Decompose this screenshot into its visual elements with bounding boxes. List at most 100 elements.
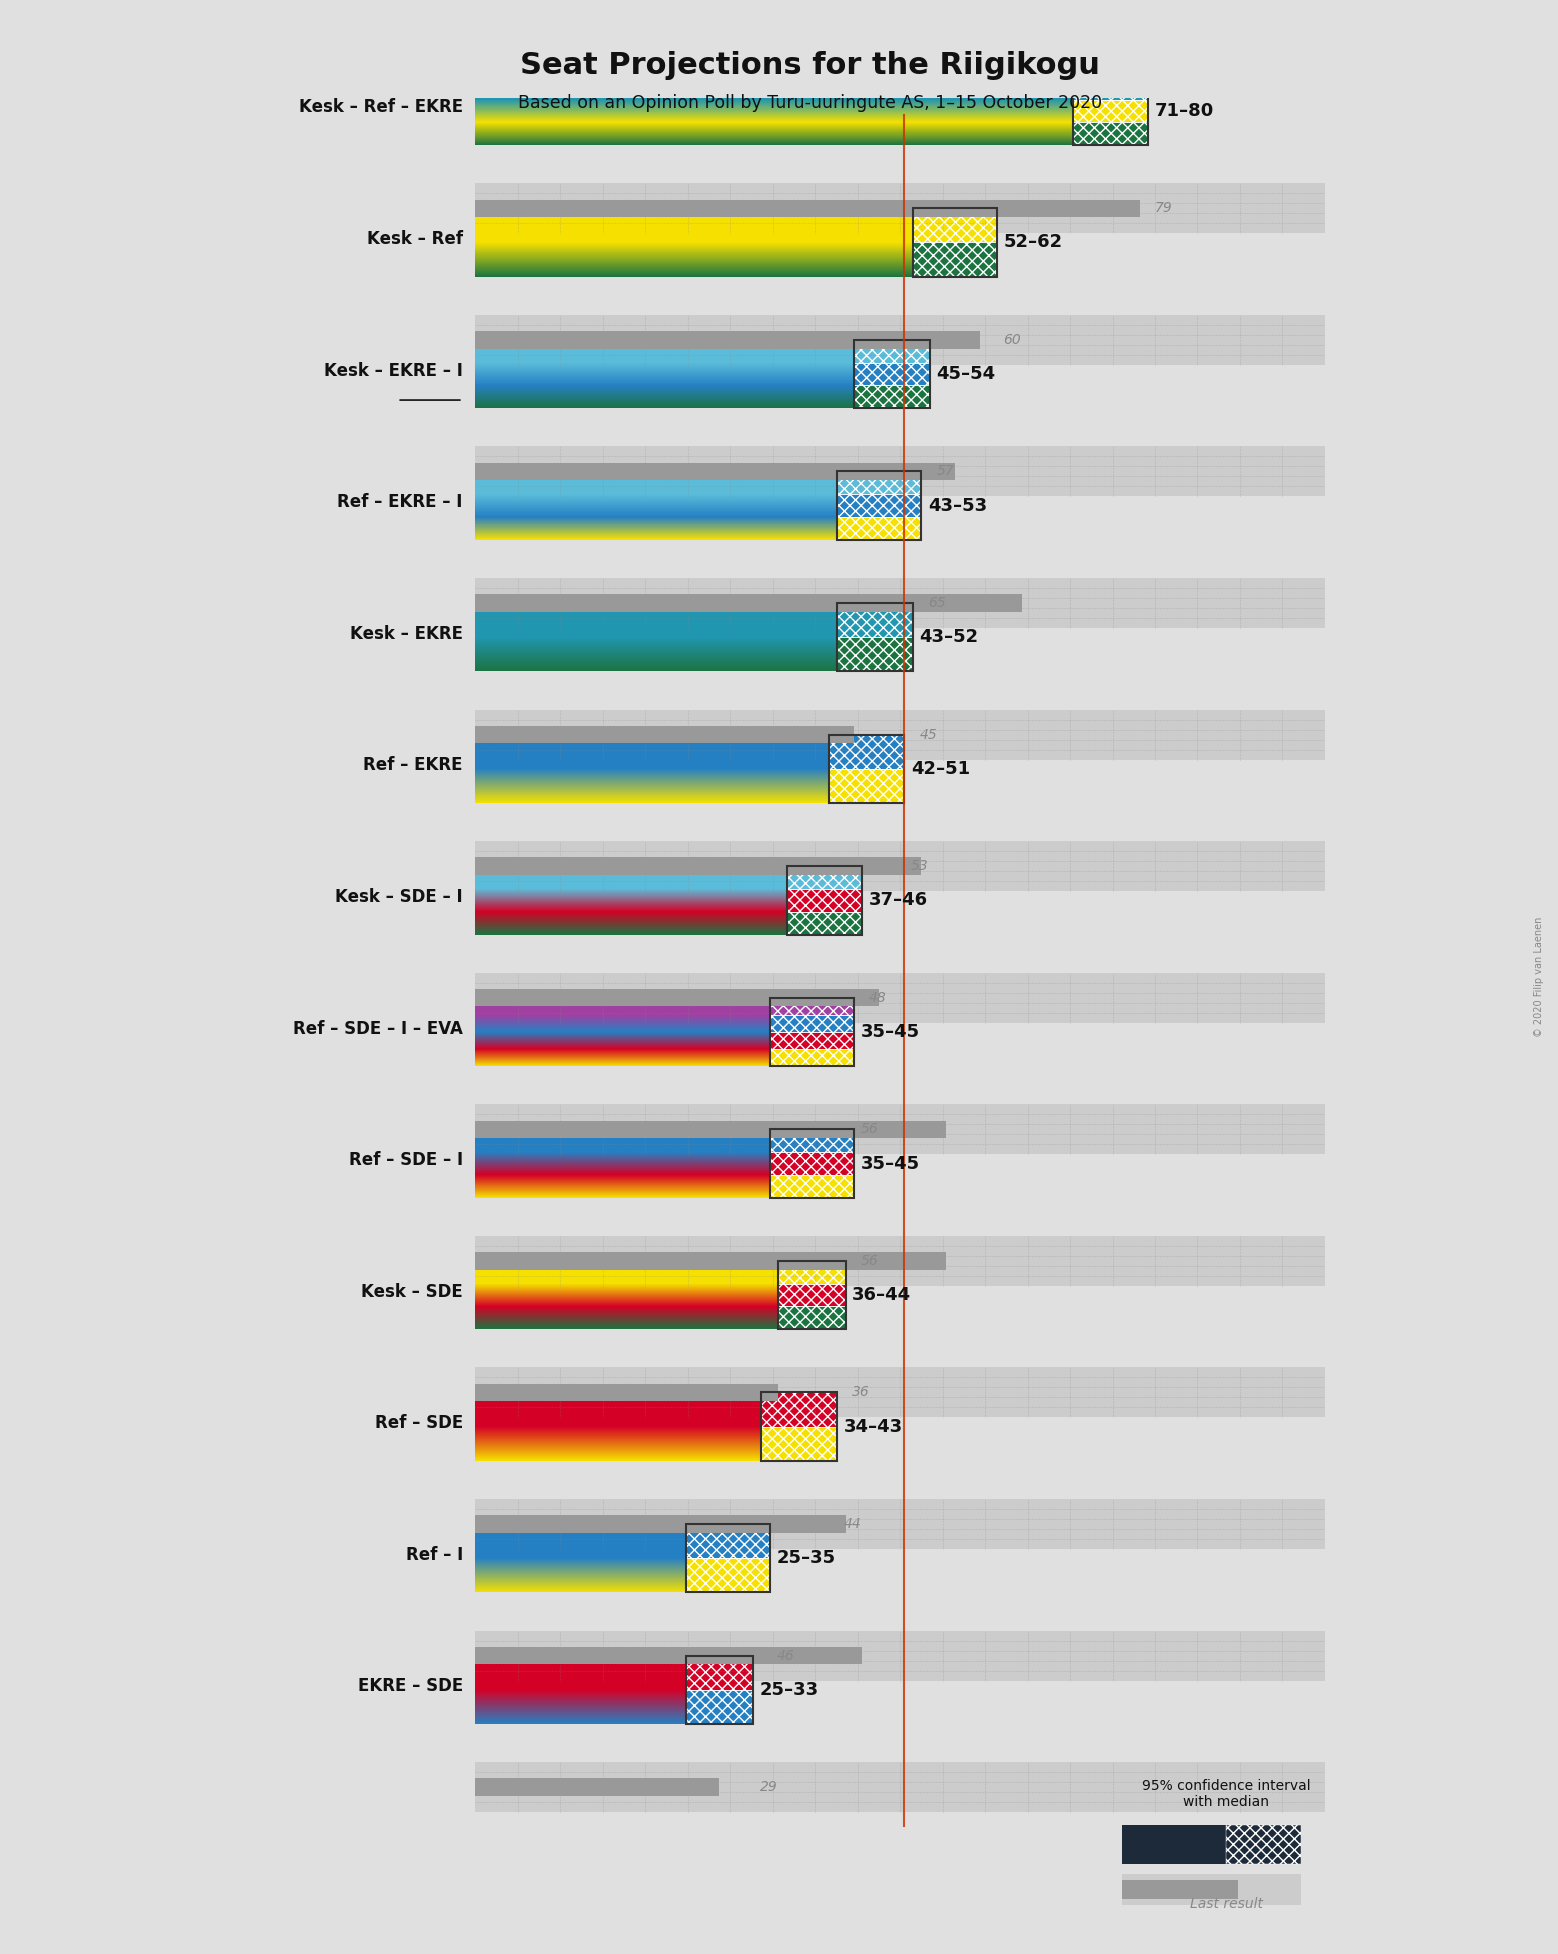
Text: 35–45: 35–45 bbox=[860, 1155, 919, 1172]
Bar bbox=[475, 1514, 846, 1532]
Text: 79: 79 bbox=[1154, 201, 1173, 215]
Text: Kesk – EKRE – I: Kesk – EKRE – I bbox=[324, 361, 463, 379]
Bar bbox=[779, 1260, 846, 1284]
Bar bbox=[686, 1655, 753, 1690]
Bar bbox=[837, 518, 921, 539]
Text: 57: 57 bbox=[936, 465, 953, 479]
Bar bbox=[779, 1307, 846, 1329]
Bar bbox=[475, 1104, 1324, 1155]
Text: 52–62: 52–62 bbox=[1003, 233, 1063, 252]
Text: 29: 29 bbox=[760, 1780, 777, 1794]
Bar bbox=[913, 242, 997, 277]
Text: © 2020 Filip van Laenen: © 2020 Filip van Laenen bbox=[1535, 916, 1544, 1038]
Bar bbox=[475, 1763, 1324, 1811]
Bar bbox=[686, 1655, 753, 1723]
Bar bbox=[475, 989, 879, 1006]
Bar bbox=[854, 385, 930, 408]
Text: 45–54: 45–54 bbox=[936, 365, 996, 383]
Text: 53: 53 bbox=[911, 860, 929, 873]
Text: 42–51: 42–51 bbox=[911, 760, 971, 778]
Bar bbox=[686, 1557, 770, 1593]
Bar bbox=[779, 1284, 846, 1307]
Bar bbox=[779, 1260, 846, 1329]
Text: Ref – EKRE: Ref – EKRE bbox=[363, 756, 463, 774]
Bar bbox=[829, 735, 904, 768]
Bar bbox=[787, 913, 862, 934]
Bar bbox=[475, 330, 980, 348]
Bar bbox=[854, 340, 930, 363]
Bar bbox=[686, 1557, 770, 1593]
Bar bbox=[837, 637, 913, 672]
Text: Kesk – Ref: Kesk – Ref bbox=[366, 231, 463, 248]
Bar bbox=[1072, 123, 1148, 145]
Bar bbox=[787, 866, 862, 889]
Bar bbox=[475, 184, 1324, 233]
Bar bbox=[770, 1153, 854, 1174]
Bar bbox=[762, 1426, 837, 1462]
Bar bbox=[1072, 76, 1148, 100]
Bar bbox=[913, 209, 997, 242]
Bar bbox=[475, 1235, 1324, 1286]
Bar bbox=[475, 578, 1324, 627]
Text: 35–45: 35–45 bbox=[860, 1024, 919, 1041]
Bar bbox=[475, 199, 1140, 217]
Bar bbox=[770, 1174, 854, 1198]
Bar bbox=[1072, 76, 1148, 145]
Bar bbox=[829, 768, 904, 803]
Bar bbox=[770, 1129, 854, 1153]
Bar bbox=[475, 1778, 720, 1796]
Bar bbox=[837, 494, 921, 518]
Text: 43–52: 43–52 bbox=[919, 627, 978, 647]
Bar bbox=[770, 1014, 854, 1032]
Text: 36: 36 bbox=[852, 1385, 869, 1399]
Bar bbox=[779, 1284, 846, 1307]
Bar bbox=[837, 471, 921, 494]
Bar bbox=[475, 1630, 1324, 1680]
Text: 71–80: 71–80 bbox=[1154, 102, 1214, 119]
Text: Ref – SDE: Ref – SDE bbox=[374, 1415, 463, 1432]
Bar bbox=[475, 315, 1324, 365]
Bar bbox=[686, 1524, 770, 1557]
Bar bbox=[686, 1690, 753, 1723]
Bar bbox=[475, 1368, 1324, 1417]
Bar bbox=[779, 1260, 846, 1284]
Bar bbox=[913, 209, 997, 277]
Bar bbox=[475, 1647, 862, 1665]
Bar bbox=[837, 604, 913, 637]
Text: Ref – SDE – I – EVA: Ref – SDE – I – EVA bbox=[293, 1020, 463, 1038]
Bar bbox=[475, 446, 1324, 496]
Bar bbox=[770, 1174, 854, 1198]
Bar bbox=[770, 1032, 854, 1049]
Bar bbox=[770, 1049, 854, 1067]
Bar bbox=[770, 998, 854, 1014]
Text: EKRE – SDE: EKRE – SDE bbox=[358, 1677, 463, 1696]
Text: 56: 56 bbox=[860, 1254, 879, 1268]
Bar bbox=[779, 1307, 846, 1329]
Text: 48: 48 bbox=[869, 991, 887, 1004]
Bar bbox=[762, 1393, 837, 1426]
Bar bbox=[1072, 76, 1148, 100]
Bar bbox=[837, 604, 913, 672]
Text: 60: 60 bbox=[1003, 332, 1022, 348]
Bar bbox=[787, 889, 862, 913]
Text: 95% confidence interval
with median: 95% confidence interval with median bbox=[1142, 1780, 1310, 1809]
Text: 46: 46 bbox=[776, 1649, 795, 1663]
Bar bbox=[475, 463, 955, 481]
Bar bbox=[475, 709, 1324, 760]
Bar bbox=[770, 1032, 854, 1049]
Bar bbox=[475, 1499, 1324, 1550]
Text: Ref – SDE – I: Ref – SDE – I bbox=[349, 1151, 463, 1168]
Bar bbox=[686, 1655, 753, 1690]
Bar bbox=[770, 1129, 854, 1153]
Bar bbox=[854, 340, 930, 363]
Bar bbox=[1072, 100, 1148, 123]
Bar bbox=[475, 594, 1022, 612]
Bar bbox=[854, 363, 930, 385]
Text: 43–53: 43–53 bbox=[929, 496, 988, 514]
Text: Kesk – Ref – EKRE: Kesk – Ref – EKRE bbox=[299, 98, 463, 117]
Bar bbox=[787, 913, 862, 934]
Bar bbox=[837, 494, 921, 518]
Bar bbox=[787, 889, 862, 913]
Bar bbox=[854, 363, 930, 385]
Text: Seat Projections for the Riigikogu: Seat Projections for the Riigikogu bbox=[520, 51, 1100, 80]
